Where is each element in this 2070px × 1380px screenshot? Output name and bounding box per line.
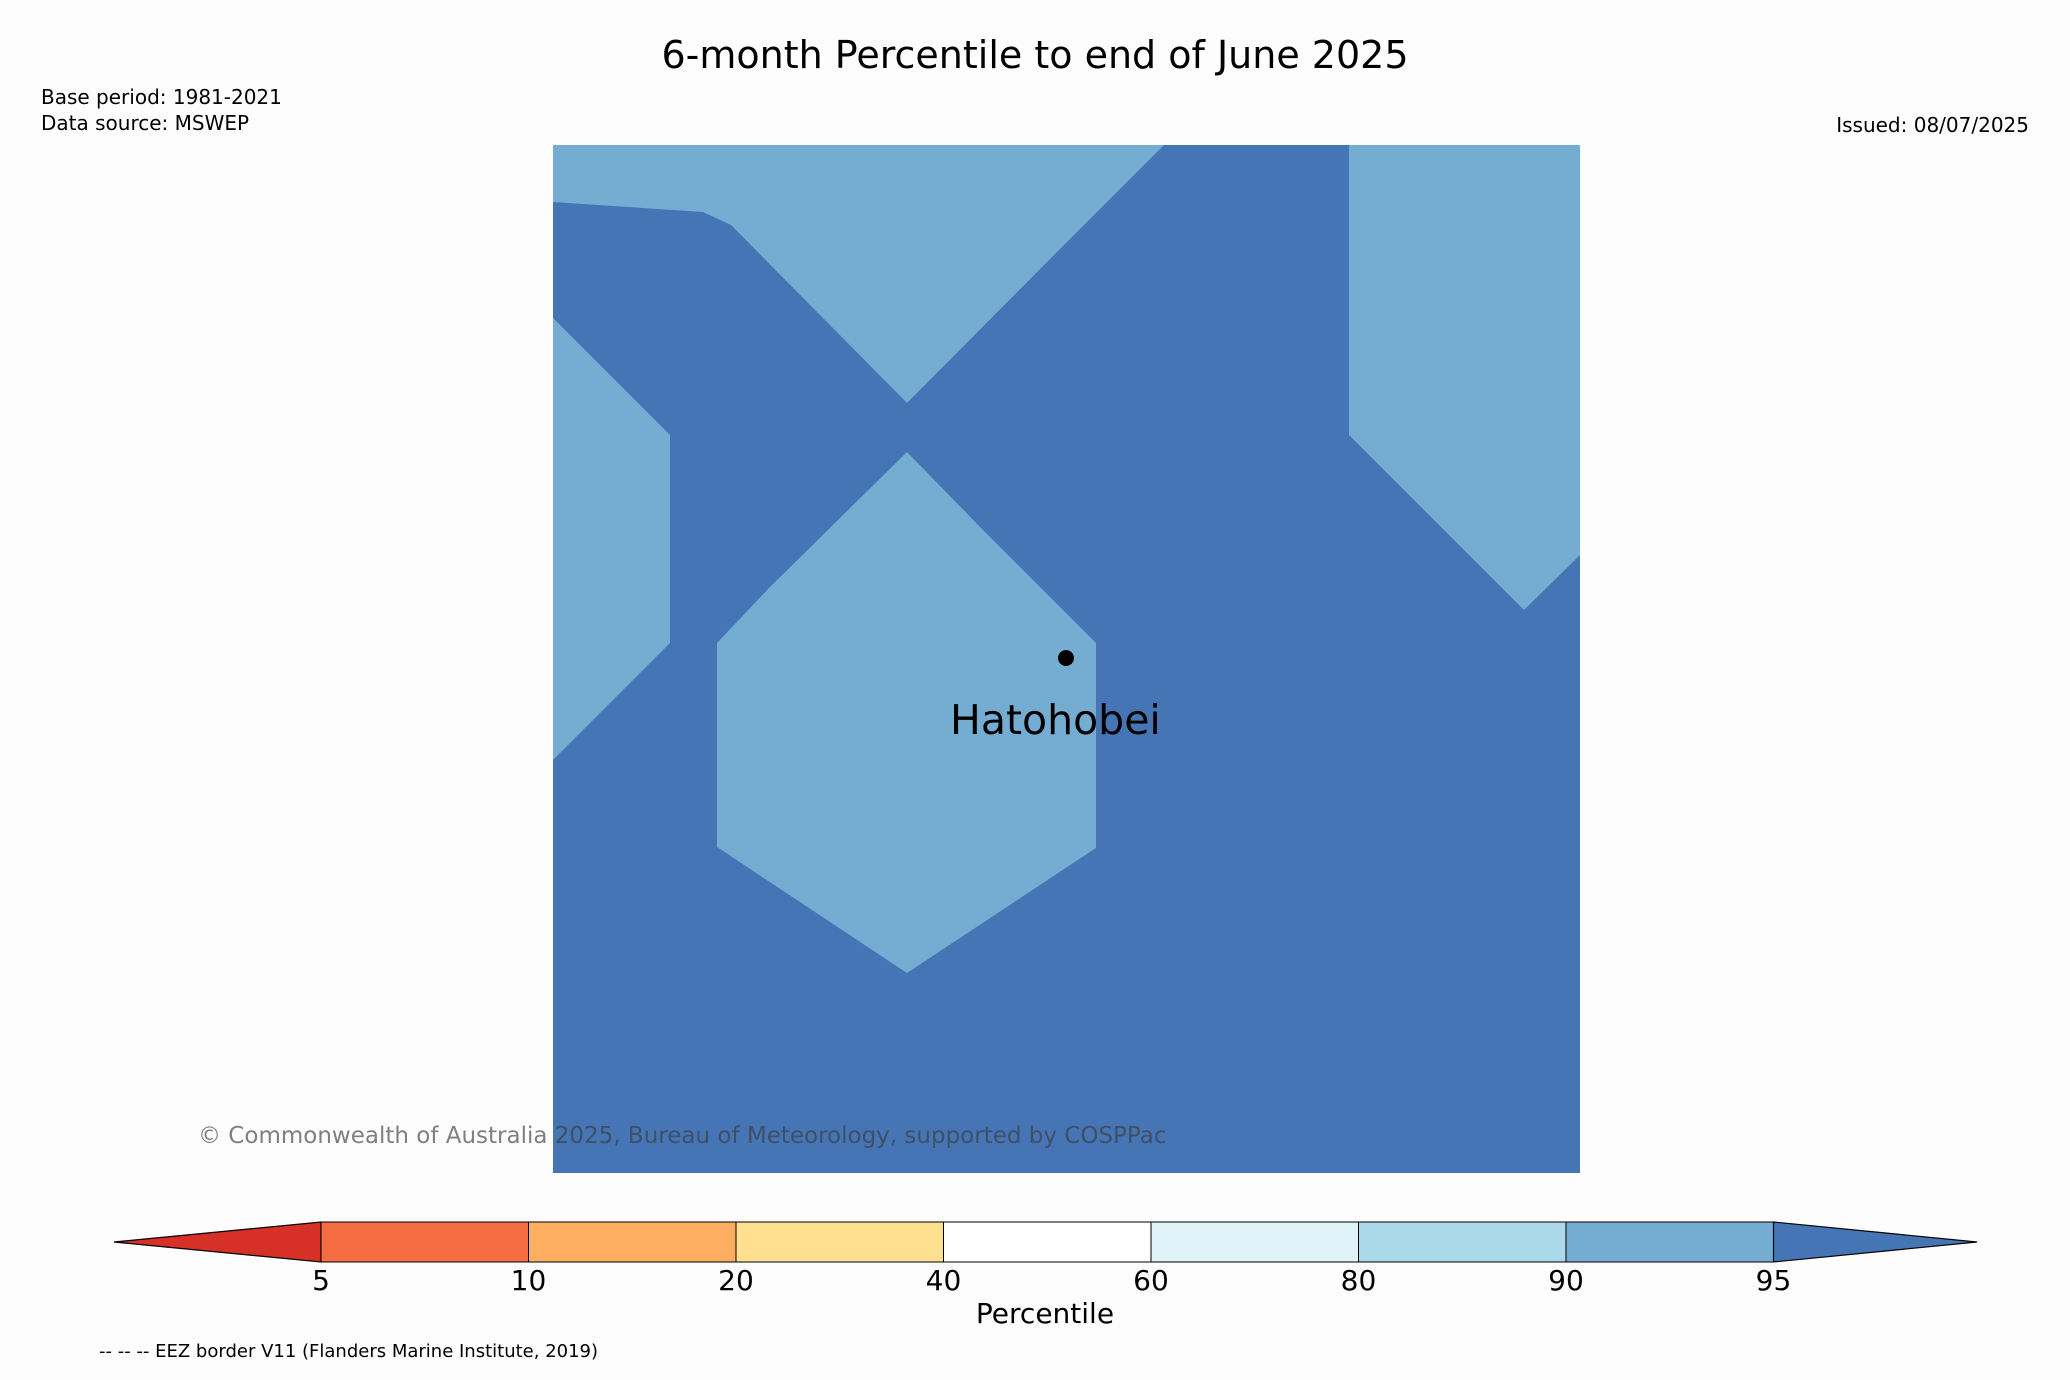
colorbar-tick: 5: [312, 1264, 330, 1297]
colorbar-tick: 40: [925, 1264, 962, 1297]
colorbar-segment: [1150, 1221, 1359, 1263]
map-region-90-95-right: [1349, 145, 1580, 610]
map-region-90-95-left: [553, 318, 670, 760]
colorbar-tick: 80: [1340, 1264, 1377, 1297]
colorbar-segment: [320, 1221, 529, 1263]
colorbar: [113, 1221, 1978, 1263]
colorbar-tick: 95: [1755, 1264, 1792, 1297]
percentile-map: [553, 145, 1580, 1173]
data-source-text: Data source: MSWEP: [41, 111, 250, 135]
colorbar-label: Percentile: [975, 1297, 1115, 1330]
colorbar-tick: 20: [718, 1264, 754, 1297]
copyright-text: © Commonwealth of Australia 2025, Bureau…: [198, 1123, 1167, 1149]
colorbar-tick: 60: [1133, 1264, 1169, 1297]
colorbar-segment: [735, 1221, 944, 1263]
colorbar-extend-high: [1772, 1221, 1978, 1263]
base-period-text: Base period: 1981-2021: [41, 85, 282, 109]
map-title: 6-month Percentile to end of June 2025: [661, 33, 1409, 77]
colorbar-segment: [1358, 1221, 1567, 1263]
map-region-90-95-top: [553, 145, 1164, 403]
colorbar-tick: 10: [510, 1264, 547, 1297]
colorbar-extend-low: [113, 1221, 322, 1263]
colorbar-segment: [1565, 1221, 1774, 1263]
eez-border-footnote: -- -- -- EEZ border V11 (Flanders Marine…: [99, 1341, 599, 1362]
colorbar-segment: [528, 1221, 737, 1263]
place-label: Hatohobei: [950, 696, 1161, 744]
issued-date-text: Issued: 08/07/2025: [1836, 113, 2029, 137]
colorbar-tick: 90: [1548, 1264, 1584, 1297]
colorbar-segment: [943, 1221, 1152, 1263]
location-marker: [1058, 650, 1074, 666]
map-region-90-95-center: [717, 452, 1096, 973]
